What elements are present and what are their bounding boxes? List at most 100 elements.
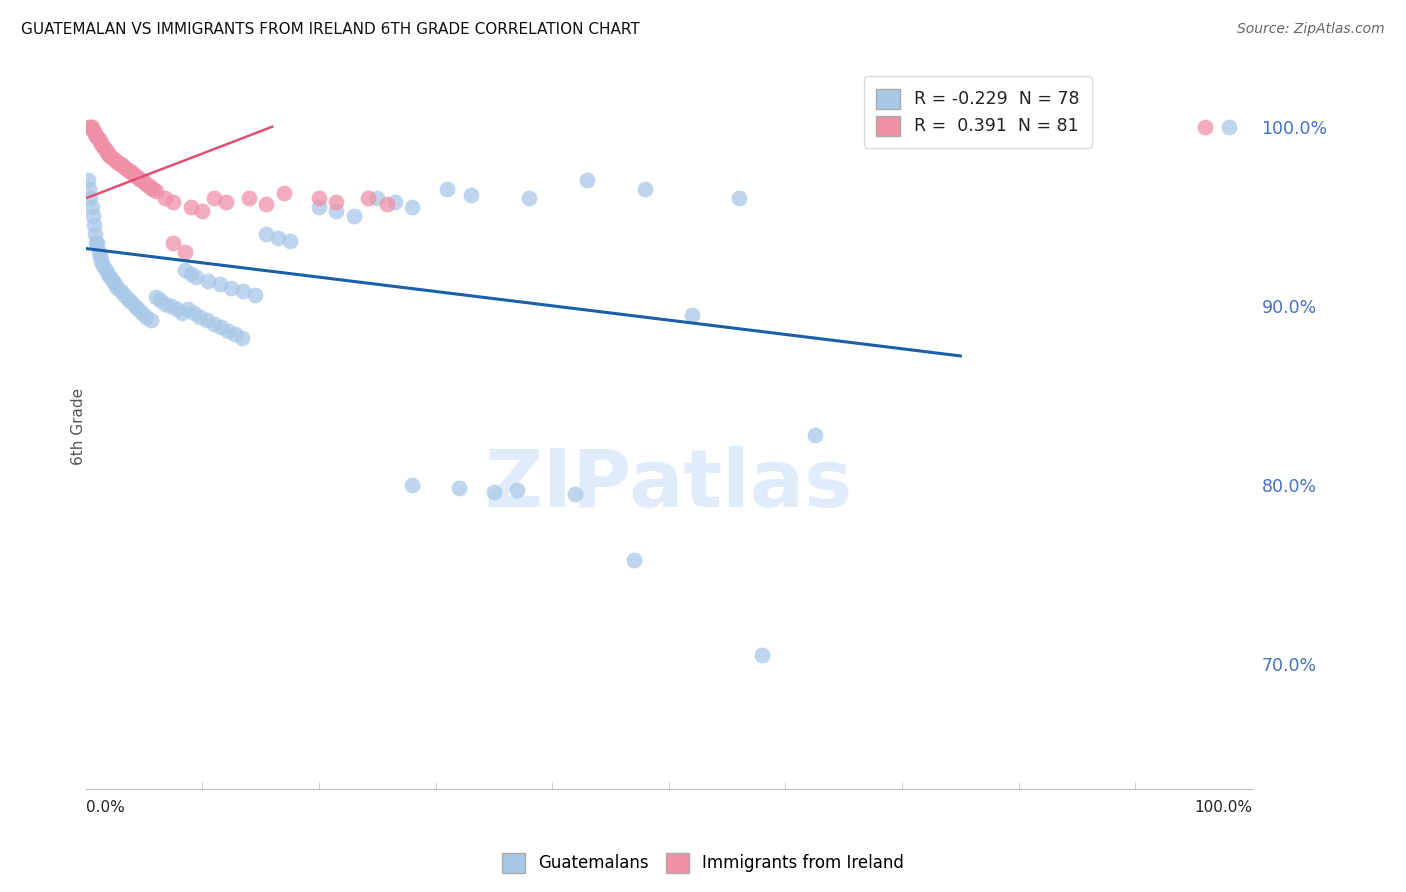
Point bbox=[105, 153, 128, 168]
Point bbox=[124, 299, 146, 313]
Point bbox=[197, 274, 219, 288]
Point bbox=[135, 177, 157, 191]
Point bbox=[110, 157, 132, 171]
Text: ZIPatlas: ZIPatlas bbox=[485, 446, 853, 524]
Point bbox=[103, 152, 125, 166]
Text: 0.0%: 0.0% bbox=[86, 800, 125, 815]
Point bbox=[89, 249, 111, 263]
Point bbox=[80, 120, 103, 134]
Point bbox=[91, 137, 114, 152]
Point bbox=[84, 236, 107, 251]
Point bbox=[506, 483, 529, 498]
Point bbox=[139, 313, 162, 327]
Point bbox=[87, 132, 110, 146]
Point bbox=[576, 173, 599, 187]
Point bbox=[104, 277, 127, 292]
Point bbox=[94, 263, 117, 277]
Point bbox=[114, 161, 136, 175]
Text: GUATEMALAN VS IMMIGRANTS FROM IRELAND 6TH GRADE CORRELATION CHART: GUATEMALAN VS IMMIGRANTS FROM IRELAND 6T… bbox=[21, 22, 640, 37]
Y-axis label: 6th Grade: 6th Grade bbox=[72, 388, 86, 466]
Point bbox=[117, 162, 139, 177]
Point bbox=[117, 292, 139, 306]
Point bbox=[90, 254, 112, 268]
Point bbox=[93, 141, 115, 155]
Point bbox=[153, 191, 176, 205]
Point bbox=[224, 327, 246, 342]
Point bbox=[83, 218, 105, 232]
Point bbox=[256, 196, 278, 211]
Point bbox=[107, 155, 129, 169]
Point bbox=[145, 184, 167, 198]
Point bbox=[105, 281, 128, 295]
Point bbox=[1194, 120, 1216, 134]
Point bbox=[142, 182, 165, 196]
Point bbox=[217, 324, 239, 338]
Point bbox=[447, 482, 470, 496]
Point bbox=[177, 302, 200, 317]
Point bbox=[87, 245, 110, 260]
Point bbox=[91, 260, 114, 274]
Legend: Guatemalans, Immigrants from Ireland: Guatemalans, Immigrants from Ireland bbox=[495, 847, 911, 880]
Point bbox=[82, 123, 104, 137]
Point bbox=[564, 487, 586, 501]
Point bbox=[91, 139, 114, 153]
Point bbox=[125, 169, 148, 184]
Point bbox=[86, 236, 108, 251]
Point bbox=[124, 168, 146, 182]
Point bbox=[132, 175, 155, 189]
Point bbox=[173, 245, 195, 260]
Point bbox=[131, 173, 153, 187]
Point bbox=[97, 146, 120, 161]
Point bbox=[135, 310, 157, 324]
Point bbox=[162, 236, 184, 251]
Point bbox=[401, 478, 423, 492]
Point bbox=[384, 194, 406, 209]
Point bbox=[460, 187, 482, 202]
Point bbox=[751, 648, 773, 662]
Point bbox=[401, 200, 423, 214]
Point bbox=[188, 310, 211, 324]
Point bbox=[727, 191, 749, 205]
Point bbox=[172, 306, 194, 320]
Point bbox=[681, 308, 703, 322]
Point bbox=[77, 173, 100, 187]
Point bbox=[231, 331, 253, 345]
Point bbox=[118, 164, 141, 178]
Point bbox=[131, 306, 153, 320]
Point bbox=[221, 281, 243, 295]
Point bbox=[209, 320, 232, 334]
Point bbox=[120, 295, 142, 310]
Point bbox=[77, 182, 100, 196]
Point bbox=[343, 209, 366, 223]
Point bbox=[128, 171, 150, 186]
Point bbox=[84, 127, 107, 141]
Point bbox=[94, 143, 117, 157]
Point bbox=[191, 203, 214, 218]
Point bbox=[623, 553, 645, 567]
Point bbox=[208, 277, 231, 292]
Point bbox=[256, 227, 278, 242]
Point bbox=[278, 235, 301, 249]
Point bbox=[325, 194, 347, 209]
Point bbox=[482, 485, 505, 500]
Point bbox=[273, 186, 295, 200]
Point bbox=[159, 299, 181, 313]
Text: 100.0%: 100.0% bbox=[1194, 800, 1251, 815]
Point bbox=[243, 288, 266, 302]
Point bbox=[139, 180, 162, 194]
Point bbox=[267, 231, 290, 245]
Point bbox=[80, 200, 103, 214]
Point bbox=[357, 191, 380, 205]
Point bbox=[308, 191, 330, 205]
Point bbox=[101, 274, 124, 288]
Point bbox=[110, 285, 132, 299]
Point bbox=[82, 209, 104, 223]
Point bbox=[97, 267, 120, 281]
Point bbox=[112, 288, 135, 302]
Point bbox=[634, 182, 657, 196]
Point bbox=[83, 125, 105, 139]
Point bbox=[96, 145, 118, 159]
Point bbox=[183, 306, 205, 320]
Point bbox=[214, 194, 236, 209]
Point bbox=[366, 191, 388, 205]
